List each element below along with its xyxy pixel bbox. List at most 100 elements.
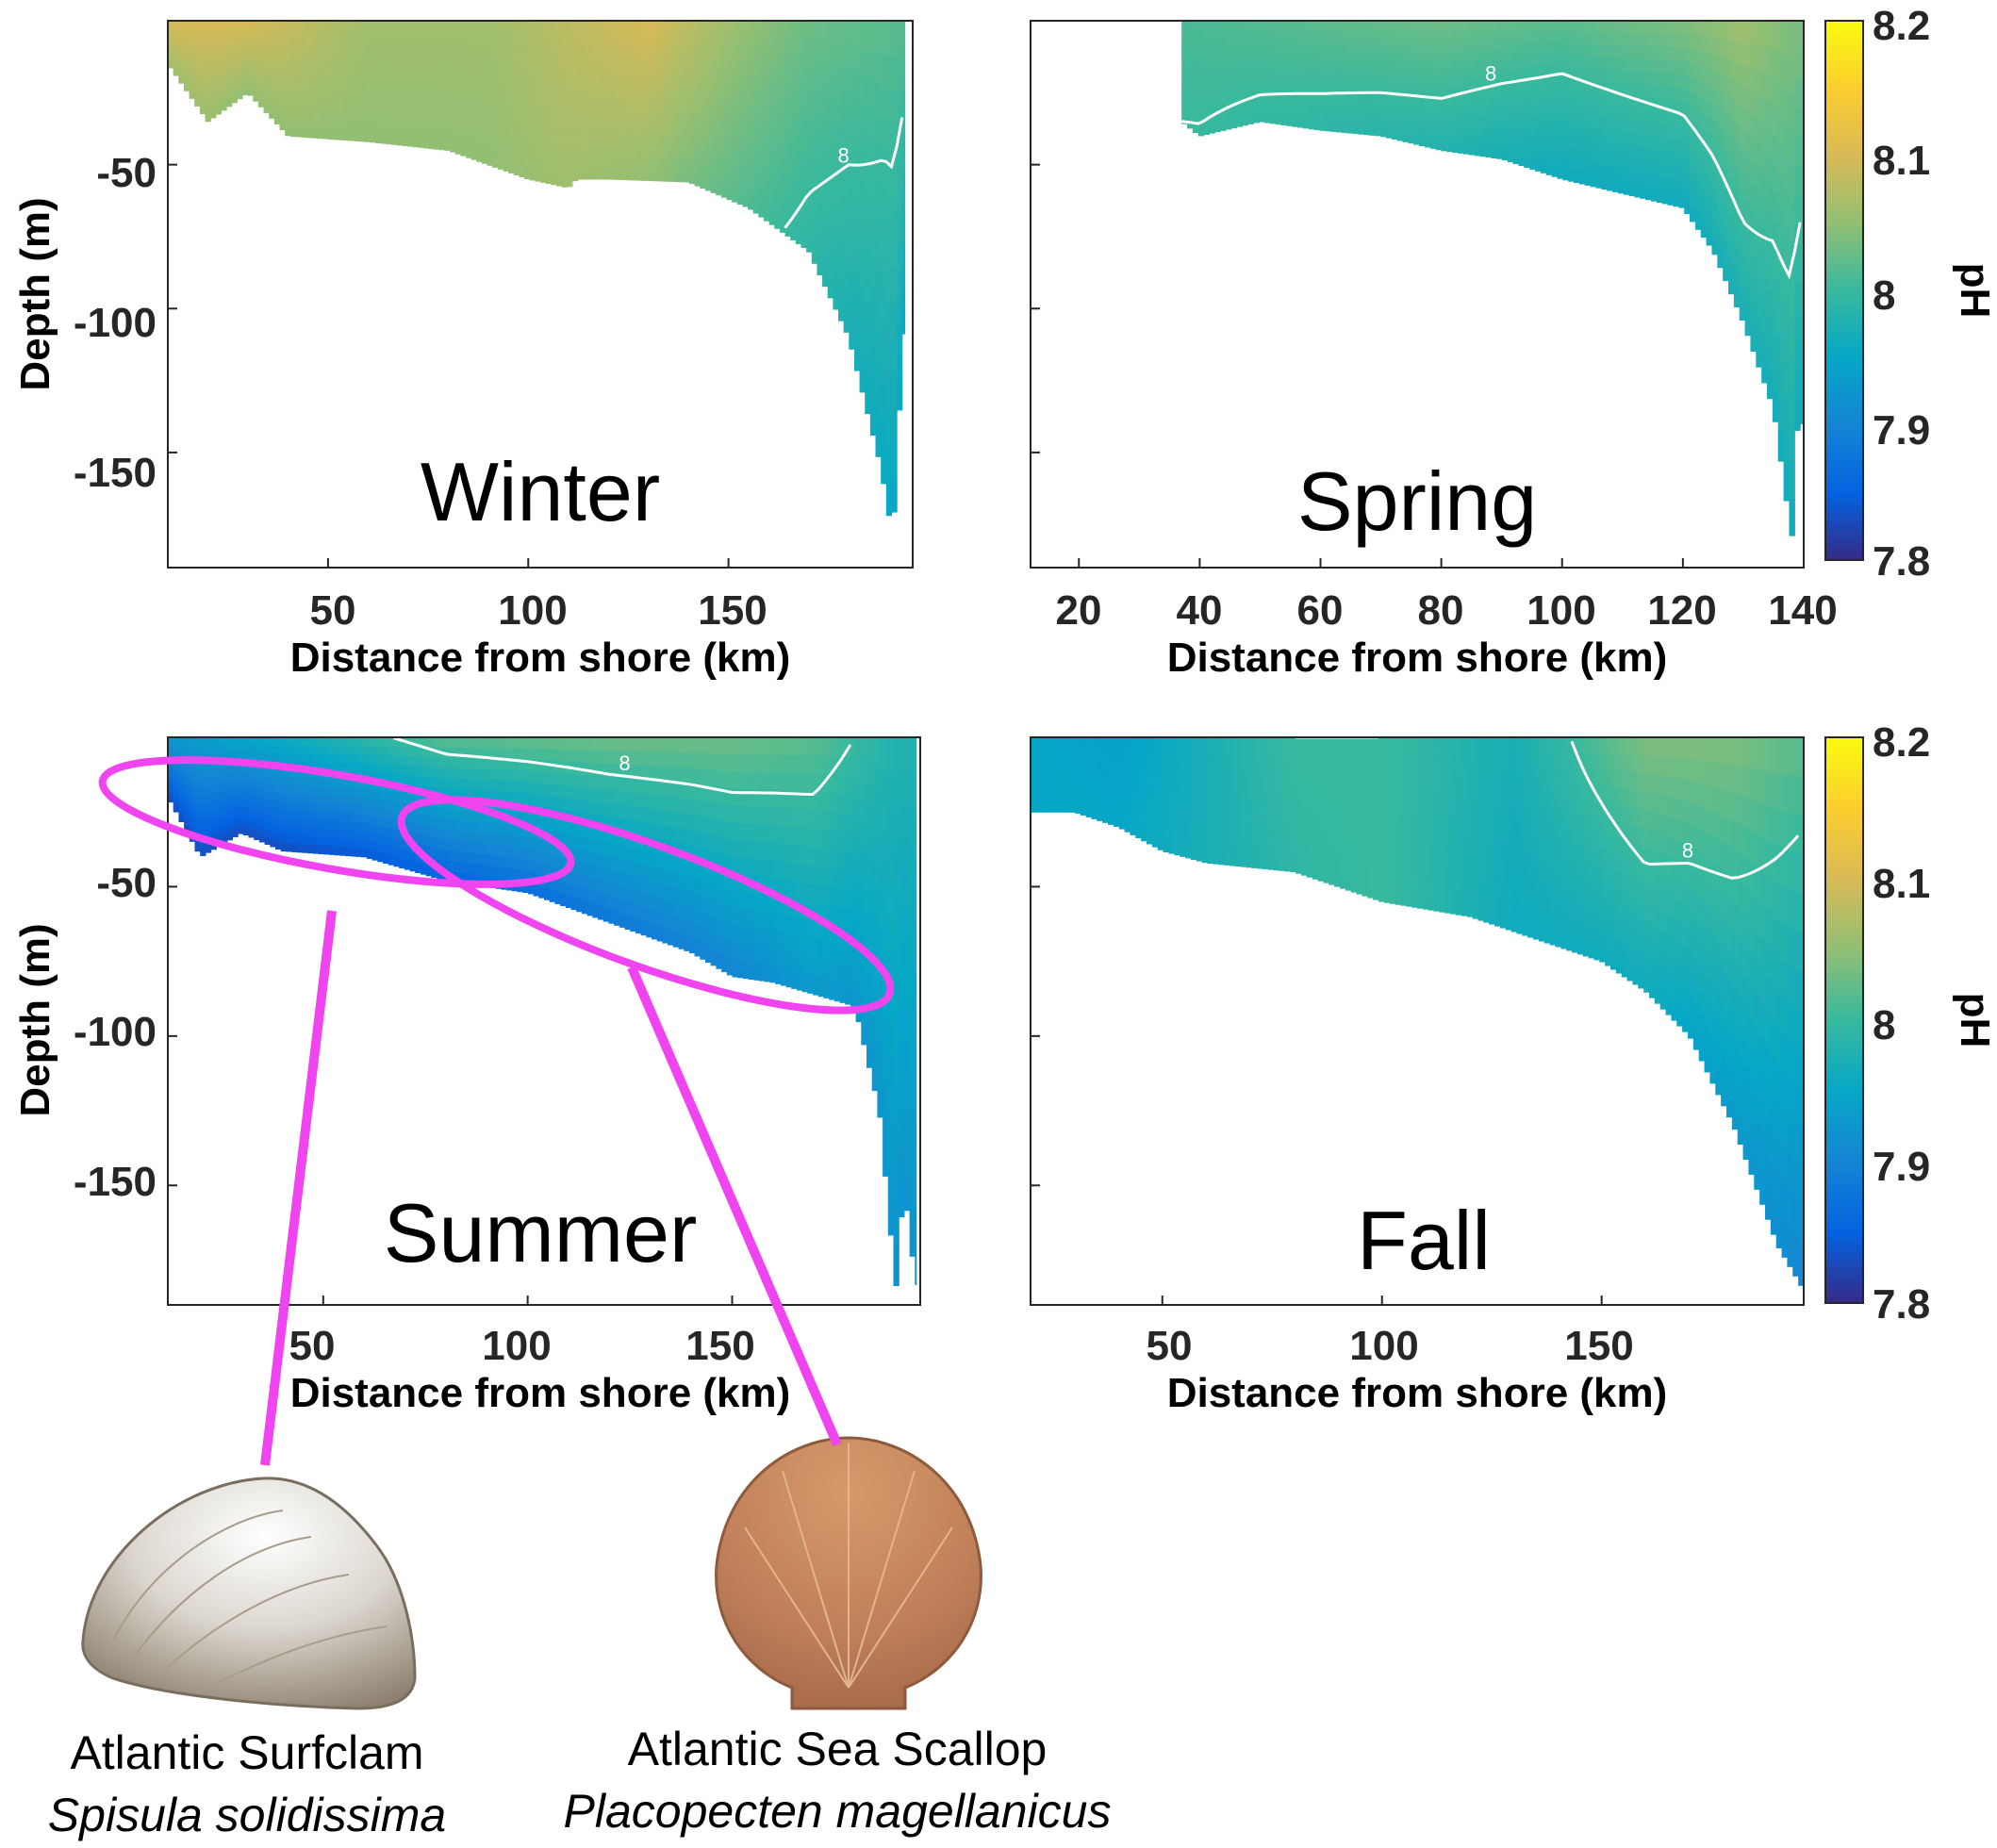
winter-ph-cell: [210, 27, 217, 36]
winter-ph-cell: [726, 84, 733, 98]
summer-ph-cell: [178, 749, 185, 756]
spring-ph-cell: [1578, 148, 1586, 161]
summer-ph-cell: [431, 866, 437, 878]
winter-ph-cell: [784, 36, 791, 53]
winter-ph-cell: [768, 93, 775, 109]
spring-ph-cell: [1651, 21, 1658, 35]
spring-ph-cell: [1750, 304, 1757, 328]
winter-ph-cell: [183, 30, 190, 37]
spring-ph-cell: [1733, 163, 1741, 186]
winter-ph-cell: [540, 171, 547, 183]
winter-ph-cell: [535, 135, 541, 148]
summer-ph-cell: [602, 816, 609, 831]
winter-ph-cell: [811, 73, 818, 91]
spring-ph-cell: [1187, 90, 1194, 98]
winter-ph-cell: [519, 87, 525, 100]
spring-ph-cell: [1197, 77, 1205, 88]
summer-ph-cell: [307, 803, 314, 813]
summer-ph-cell: [200, 770, 206, 781]
winter-ph-cell: [338, 97, 344, 107]
winter-ph-cell: [790, 192, 797, 209]
winter-ph-cell: [317, 28, 323, 39]
spring-ph-cell: [1275, 21, 1282, 29]
winter-ph-cell: [811, 107, 818, 125]
spring-ph-cell: [1496, 90, 1503, 101]
winter-ph-cell: [859, 153, 866, 181]
winter-ph-cell: [700, 152, 706, 165]
winter-ph-cell: [450, 142, 456, 153]
spring-ph-cell: [1512, 30, 1520, 42]
winter-ph-cell: [359, 90, 366, 99]
winter-ph-cell: [555, 103, 563, 116]
spring-ph-cell: [1297, 43, 1304, 52]
winter-ph-cell: [859, 126, 866, 155]
spring-ph-cell: [1717, 126, 1724, 145]
summer-ph-cell: [329, 846, 336, 855]
spring-ph-cell: [1551, 142, 1559, 156]
winter-ph-cell: [364, 46, 371, 57]
spring-ph-cell: [1181, 57, 1188, 66]
spring-ph-cell: [1391, 62, 1398, 73]
summer-ph-cell: [453, 778, 459, 790]
spring-ph-cell: [1612, 118, 1619, 132]
spring-ph-cell: [1424, 65, 1431, 75]
winter-ph-cell: [635, 123, 642, 136]
winter-ph-cell: [295, 61, 302, 72]
winter-ph-cell: [481, 41, 488, 52]
spring-ph-cell: [1462, 49, 1470, 59]
summer-ph-cell: [210, 800, 217, 810]
spring-ph-cell: [1358, 85, 1365, 94]
winter-ph-cell: [237, 87, 243, 94]
winter-ph-cell: [487, 134, 493, 145]
spring-ph-cell: [1690, 192, 1696, 208]
spring-ph-cell: [1551, 98, 1559, 110]
spring-ph-cell: [1319, 107, 1327, 116]
spring-ph-cell: [1369, 61, 1376, 71]
summer-ph-cell: [334, 846, 340, 856]
spring-ph-cell: [1772, 221, 1779, 251]
winter-ph-cell: [587, 21, 595, 33]
winter-ph-cell: [194, 93, 201, 101]
summer-ph-cell: [576, 899, 583, 913]
summer-ph-cell: [242, 771, 250, 780]
spring-ph-cell: [1413, 74, 1420, 84]
summer-ph-cell: [527, 737, 535, 750]
summer-ph-cell: [216, 767, 223, 777]
summer-ph-cell: [409, 794, 416, 805]
winter-ph-cell: [481, 112, 488, 124]
summer-ph-cell: [189, 789, 196, 798]
winter-ph-cell: [662, 157, 669, 171]
spring-ph-cell: [1308, 36, 1315, 45]
spring-ph-cell: [1651, 149, 1658, 163]
summer-ph-cell: [511, 792, 519, 804]
summer-ph-cell: [366, 806, 373, 817]
summer-ph-cell: [544, 749, 551, 762]
spring-ph-cell: [1777, 366, 1785, 399]
summer-ph-cell: [710, 769, 717, 787]
summer-ph-cell: [393, 811, 400, 821]
summer-ph-cell: [189, 751, 196, 761]
winter-ph-cell: [774, 169, 781, 185]
winter-ph-cell: [720, 33, 728, 47]
spring-ph-cell: [1308, 113, 1315, 123]
spring-ph-cell: [1651, 174, 1658, 190]
winter-ph-cell: [418, 120, 424, 130]
winter-ph-cell: [434, 48, 440, 58]
summer-ph-cell: [393, 819, 400, 831]
spring-ph-cell: [1767, 74, 1774, 103]
winter-ph-cell: [555, 150, 563, 163]
spring-ph-cell: [1578, 160, 1586, 173]
summer-ph-cell: [205, 737, 212, 747]
spring-ph-cell: [1380, 120, 1387, 129]
winter-ph-cell: [434, 21, 440, 31]
winter-ph-cell: [178, 60, 185, 66]
winter-ph-cell: [641, 43, 648, 56]
spring-ph-cell: [1226, 121, 1232, 130]
winter-ph-cell: [263, 26, 270, 35]
winter-ph-cell: [391, 47, 398, 58]
spring-ph-cell: [1800, 279, 1805, 309]
winter-ph-cell: [497, 52, 504, 64]
winter-ph-cell: [273, 79, 281, 88]
winter-ph-cell: [593, 156, 600, 169]
summer-ph-cell: [371, 772, 378, 783]
